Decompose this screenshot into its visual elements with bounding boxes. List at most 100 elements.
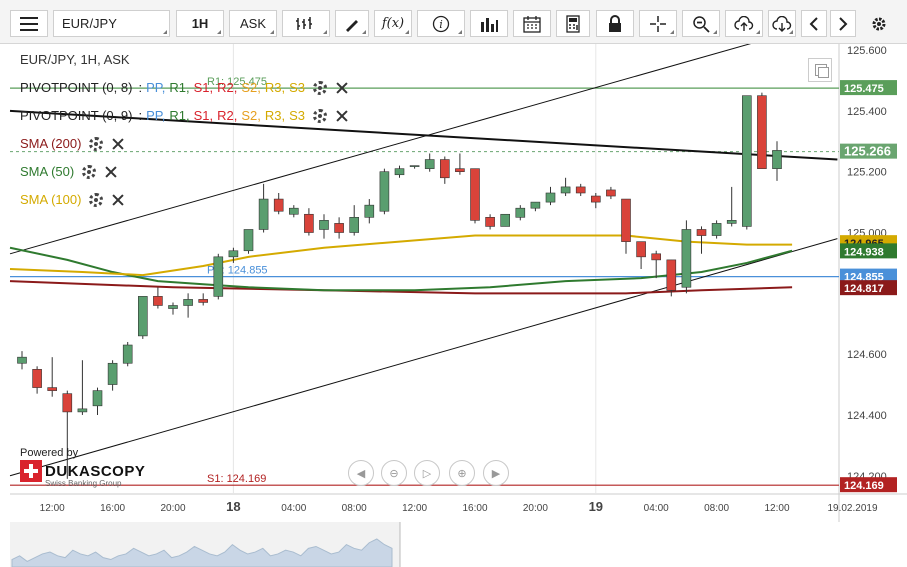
candle-body (741, 95, 752, 227)
instrument-selector[interactable]: EUR/JPY (53, 10, 170, 37)
candle-body (575, 186, 586, 194)
pivot-2-remove-icon[interactable] (335, 109, 349, 123)
candle-body (77, 408, 88, 413)
crosshair-icon[interactable] (639, 10, 677, 37)
period-selector[interactable]: 1H (176, 10, 224, 37)
candle-body (138, 296, 148, 337)
x-tick-label: 19 (589, 499, 603, 514)
candle-body (47, 387, 58, 391)
candle-body (153, 296, 163, 306)
zoom-icon[interactable] (682, 10, 720, 37)
x-tick-label: 12:00 (402, 503, 427, 514)
candle-body (681, 229, 692, 288)
expand-chart-icon[interactable] (808, 58, 832, 82)
price-tag-box (840, 80, 897, 96)
sma-100-remove-icon[interactable] (111, 193, 125, 207)
zoom-in-icon[interactable]: ⊕ (449, 460, 475, 486)
y-tick-label: 125.400 (847, 106, 887, 118)
candle-body (757, 95, 767, 169)
candle-body (485, 217, 495, 227)
calendar-icon[interactable] (513, 10, 551, 37)
bar-chart-icon[interactable] (470, 10, 508, 37)
candle-body (17, 356, 27, 364)
trendline-lower-channel (9, 238, 838, 477)
scroll-back-icon[interactable]: ◀ (348, 460, 374, 486)
price-tag-box (840, 477, 897, 493)
info-icon[interactable]: i (417, 10, 465, 37)
hamburger-menu-icon[interactable] (10, 10, 48, 37)
candle-body (183, 299, 193, 306)
price-tag-label: 124.938 (844, 246, 884, 258)
candle-body (319, 220, 329, 230)
sma-50-settings-icon[interactable] (82, 164, 97, 179)
x-tick-label: 16:00 (462, 503, 487, 514)
chart-header-label: EUR/JPY, 1H, ASK (20, 52, 130, 67)
price-tag-label: 124.817 (844, 283, 884, 295)
swiss-cross-icon (20, 460, 42, 482)
candle-body (666, 259, 677, 291)
side-label: ASK (239, 16, 266, 31)
pivot-1-settings-icon[interactable] (313, 80, 327, 95)
candle-body (304, 213, 314, 233)
lock-icon[interactable] (596, 10, 634, 37)
legend-sma-100: SMA (100) (20, 192, 125, 207)
chevron-left-icon[interactable] (801, 10, 827, 37)
y-tick-label: 125.600 (847, 45, 887, 57)
candle-body (439, 159, 450, 179)
scroll-forward-icon[interactable]: ▶ (483, 460, 509, 486)
x-tick-label: 12:00 (764, 503, 789, 514)
candle-body (122, 344, 133, 364)
candle-body (334, 223, 344, 233)
candle-body (530, 201, 541, 209)
candle-body (379, 171, 390, 212)
zoom-out-icon[interactable]: ⊖ (381, 460, 407, 486)
reset-view-icon[interactable]: ▷ (414, 460, 440, 486)
price-tag-label: 125.475 (844, 83, 884, 95)
legend-sma-50: SMA (50) (20, 164, 118, 179)
y-tick-label: 124.400 (847, 410, 887, 422)
pivot-1-remove-icon[interactable] (335, 81, 349, 95)
dukascopy-logo: Powered by DUKASCOPY Swiss Banking Group (20, 447, 146, 488)
cloud-upload-icon[interactable] (725, 10, 763, 37)
price-tag-label: 124.169 (844, 480, 884, 492)
candle-type-icon[interactable] (282, 10, 330, 37)
x-tick-label: 08:00 (704, 503, 729, 514)
price-tag-label: 125.266 (844, 144, 891, 159)
candle-body (198, 299, 208, 303)
candle-body (424, 159, 435, 169)
candle-body (545, 192, 556, 203)
sma-200-remove-icon[interactable] (111, 137, 125, 151)
candle-body (515, 207, 526, 218)
chevron-right-icon[interactable] (830, 10, 856, 37)
candle-body (560, 186, 571, 194)
cloud-download-icon[interactable] (768, 10, 796, 37)
side-selector[interactable]: ASK (229, 10, 277, 37)
candle-body (107, 362, 118, 385)
candle-body (364, 204, 375, 218)
candle-body (455, 168, 465, 173)
pen-icon[interactable] (335, 10, 369, 37)
candle-body (606, 189, 616, 197)
x-tick-label: 12:00 (40, 503, 65, 514)
calculator-icon[interactable] (556, 10, 590, 37)
candle-body (243, 229, 254, 252)
legend-pivot-2: PIVOTPOINT (0, 9) : PP, R1, S1, R2, S2, … (20, 108, 349, 123)
candle-body (711, 223, 722, 236)
candle-body (168, 305, 178, 309)
candle-body (696, 229, 707, 236)
sma-50-remove-icon[interactable] (104, 165, 118, 179)
pivot-2-settings-icon[interactable] (313, 108, 327, 123)
period-label: 1H (191, 16, 209, 31)
candle-body (409, 165, 420, 167)
gear-icon[interactable] (862, 10, 896, 37)
sma-100-settings-icon[interactable] (89, 192, 104, 207)
x-tick-label: 20:00 (160, 503, 185, 514)
trendline-upper-channel (9, 44, 752, 255)
candle-body (92, 390, 103, 407)
x-tick-label: 16:00 (100, 503, 125, 514)
candle-body (590, 195, 601, 203)
price-chart[interactable]: 125.600125.400125.200125.000124.600124.4… (0, 44, 907, 567)
candle-body (500, 213, 511, 227)
function-icon[interactable]: f(x) (374, 10, 412, 37)
sma-200-settings-icon[interactable] (89, 136, 104, 151)
